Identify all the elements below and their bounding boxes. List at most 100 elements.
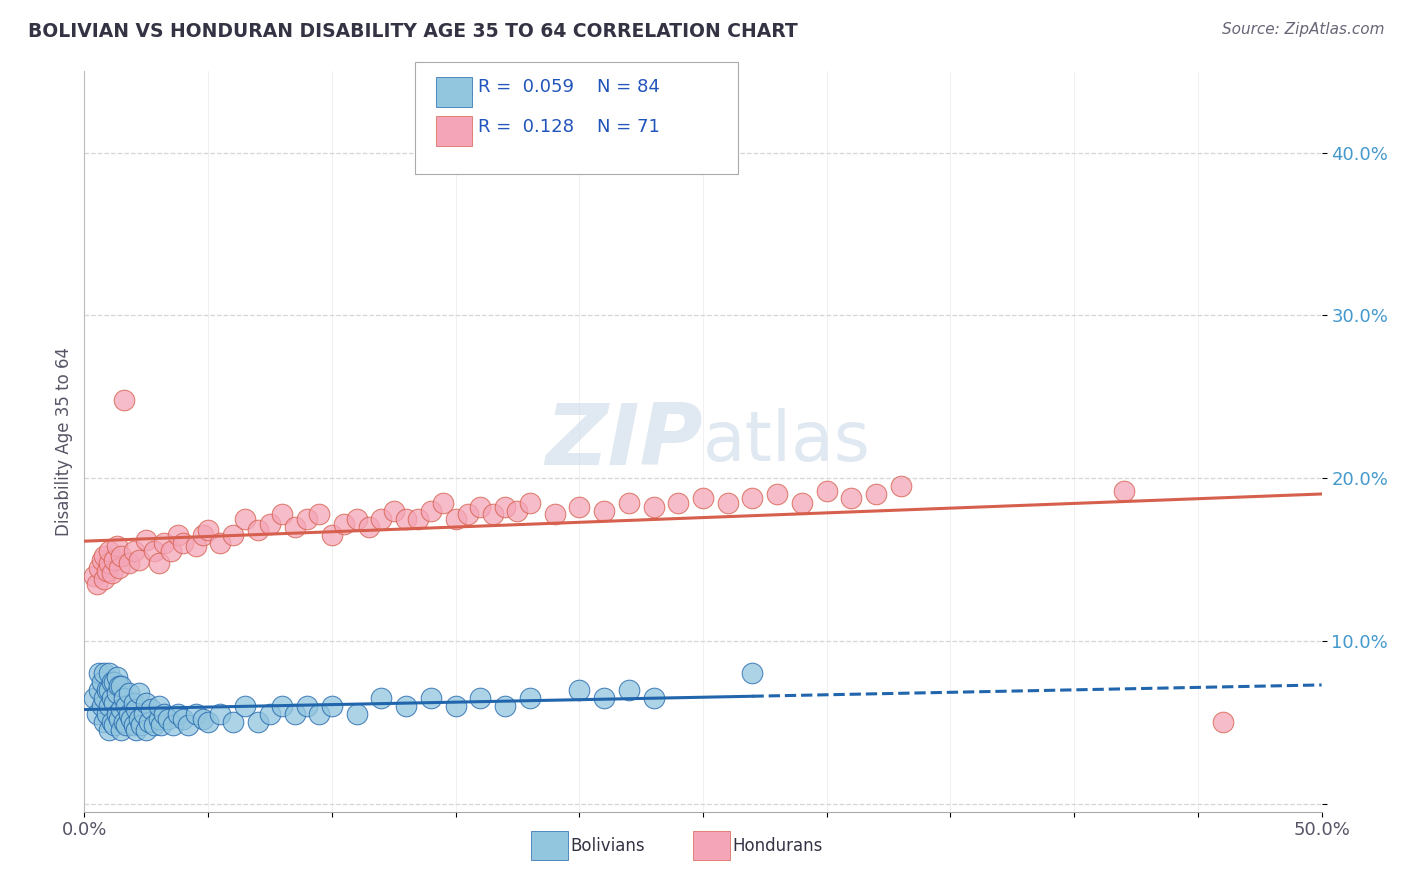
Point: [246, 715, 269, 730]
Point: [90, 552, 112, 566]
Point: [108, 712, 131, 726]
Point: [100, 690, 122, 705]
Text: R =  0.128    N = 71: R = 0.128 N = 71: [478, 118, 659, 136]
Point: [395, 698, 418, 713]
Point: [593, 690, 616, 705]
Point: [494, 698, 516, 713]
Point: [135, 696, 157, 710]
Point: [103, 718, 125, 732]
Point: [1212, 715, 1234, 730]
Y-axis label: Disability Age 35 to 64: Disability Age 35 to 64: [55, 347, 73, 536]
Point: [346, 707, 368, 722]
Point: [222, 528, 245, 542]
Point: [128, 686, 150, 700]
Point: [177, 718, 200, 732]
Point: [152, 536, 174, 550]
Point: [142, 718, 165, 732]
Point: [766, 487, 789, 501]
Point: [98, 666, 121, 681]
Point: [741, 491, 763, 505]
Point: [191, 528, 214, 542]
Point: [160, 544, 183, 558]
Point: [494, 500, 516, 515]
Point: [98, 556, 121, 570]
Point: [90, 698, 112, 713]
Point: [233, 512, 256, 526]
Point: [470, 500, 492, 515]
Point: [890, 479, 912, 493]
Point: [184, 707, 207, 722]
Point: [666, 495, 689, 509]
Point: [118, 556, 141, 570]
Point: [129, 718, 152, 732]
Point: [593, 504, 616, 518]
Point: [86, 707, 108, 722]
Point: [184, 540, 207, 554]
Point: [568, 682, 591, 697]
Point: [457, 507, 479, 521]
Point: [89, 682, 111, 697]
Point: [643, 500, 665, 515]
Point: [543, 507, 565, 521]
Text: Hondurans: Hondurans: [733, 837, 823, 855]
Point: [122, 544, 145, 558]
Point: [346, 512, 368, 526]
Point: [259, 516, 281, 531]
Point: [112, 715, 135, 730]
Point: [370, 690, 392, 705]
Point: [790, 495, 813, 509]
Point: [191, 712, 214, 726]
Point: [103, 674, 125, 689]
Point: [93, 572, 115, 586]
Point: [96, 707, 118, 722]
Point: [568, 500, 591, 515]
Point: [112, 392, 135, 407]
Point: [717, 495, 740, 509]
Point: [295, 512, 318, 526]
Point: [132, 707, 155, 722]
Point: [118, 707, 141, 722]
Point: [167, 528, 190, 542]
Point: [408, 512, 430, 526]
Point: [93, 549, 115, 564]
Point: [110, 549, 132, 564]
Point: [444, 512, 467, 526]
Point: [233, 698, 256, 713]
Point: [741, 666, 763, 681]
Point: [271, 507, 294, 521]
Point: [103, 696, 125, 710]
Point: [100, 566, 122, 580]
Point: [444, 698, 467, 713]
Point: [152, 707, 174, 722]
Point: [125, 723, 148, 738]
Point: [197, 715, 219, 730]
Point: [246, 523, 269, 537]
Point: [105, 540, 128, 554]
Point: [86, 577, 108, 591]
Point: [148, 556, 170, 570]
Point: [370, 512, 392, 526]
Point: [125, 702, 148, 716]
Point: [100, 674, 122, 689]
Point: [98, 723, 121, 738]
Point: [135, 723, 157, 738]
Point: [333, 516, 356, 531]
Point: [519, 690, 541, 705]
Point: [172, 536, 194, 550]
Point: [142, 544, 165, 558]
Point: [209, 536, 232, 550]
Point: [271, 698, 294, 713]
Point: [321, 528, 343, 542]
Point: [382, 504, 405, 518]
Point: [118, 686, 141, 700]
Text: Bolivians: Bolivians: [571, 837, 645, 855]
Point: [83, 690, 105, 705]
Point: [98, 682, 121, 697]
Point: [148, 698, 170, 713]
Point: [98, 544, 121, 558]
Point: [89, 560, 111, 574]
Point: [692, 491, 714, 505]
Point: [128, 712, 150, 726]
Point: [150, 718, 173, 732]
Point: [284, 520, 307, 534]
